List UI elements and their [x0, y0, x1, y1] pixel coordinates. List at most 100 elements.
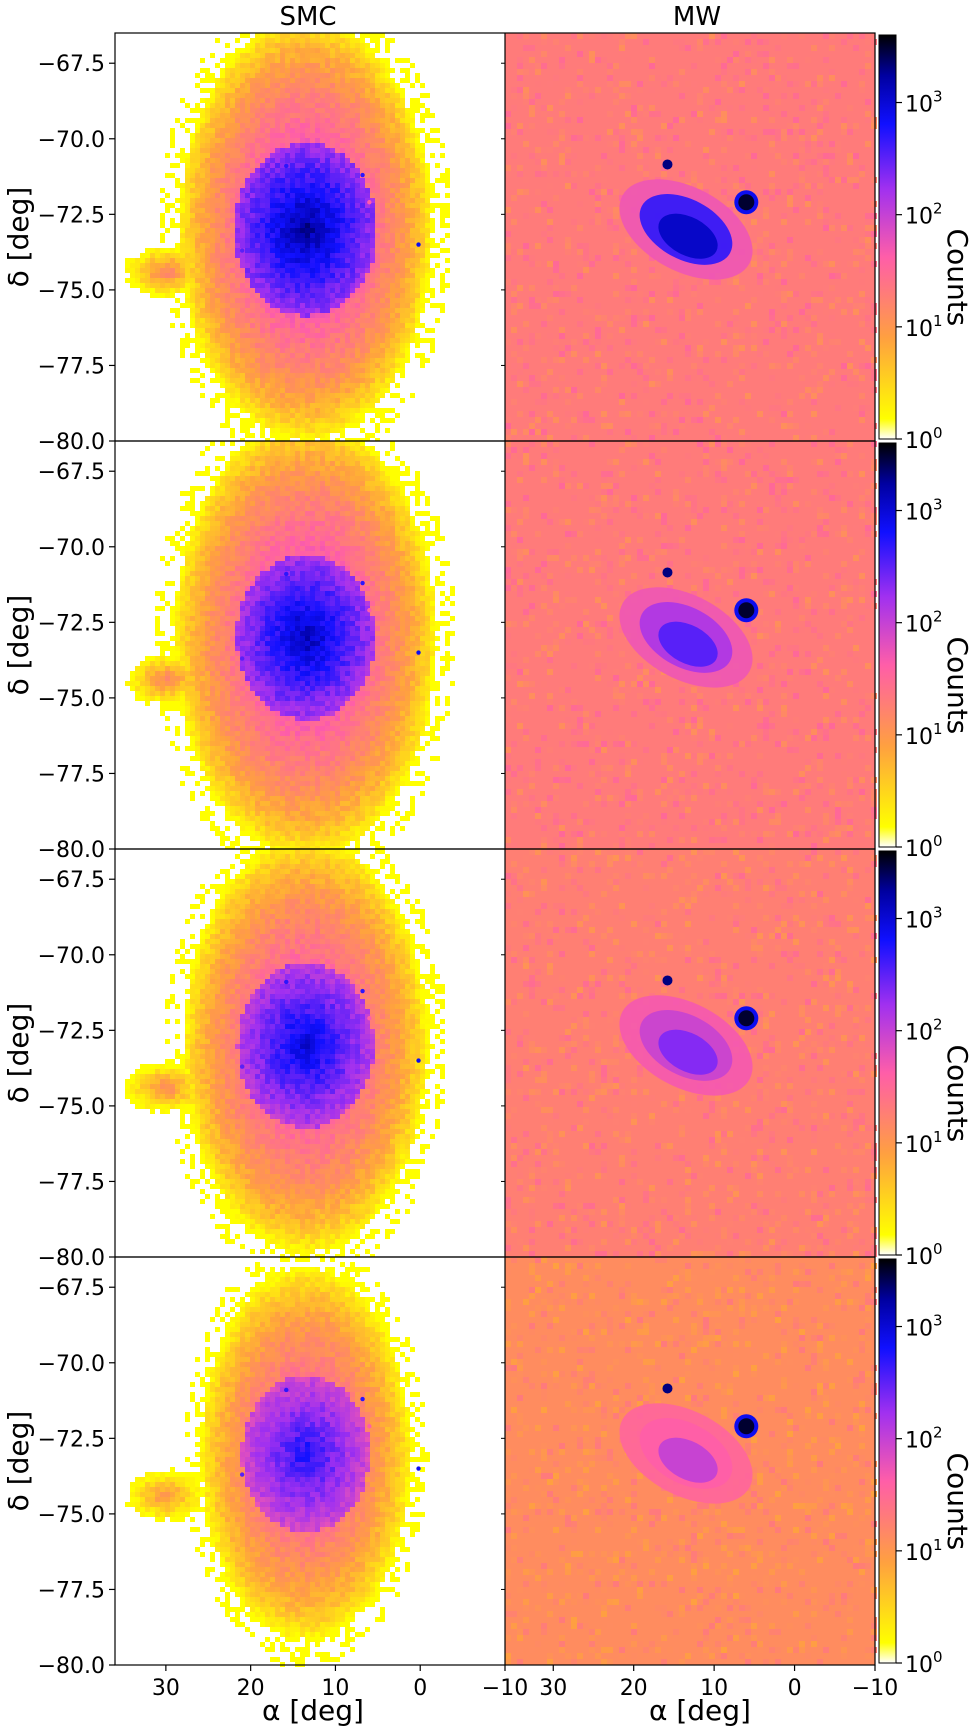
- point-source-marker: [360, 1396, 365, 1402]
- y-tick-label: −70.0: [38, 944, 105, 969]
- cluster-47tuc-core: [738, 602, 755, 619]
- y-tick-label: −80.0: [38, 838, 105, 863]
- colorbar-tick-label: 102: [905, 1424, 943, 1454]
- y-tick-label: −75.0: [38, 1503, 105, 1528]
- smc-density-panel: [115, 33, 505, 443]
- colorbar-tick-label: 100: [905, 832, 943, 862]
- point-source-marker: [239, 248, 245, 253]
- y-tick-label: −72.5: [38, 611, 105, 636]
- smc-contamination-blob: [619, 179, 753, 280]
- y-axis-label: δ [deg]: [2, 187, 35, 288]
- colorbar-tick-label: 102: [905, 1016, 943, 1046]
- colorbar-tick-label: 102: [905, 608, 943, 638]
- colorbar-tick-label: 103: [905, 1312, 943, 1342]
- x-tick-label: 10: [700, 1676, 728, 1701]
- column-title-smc: SMC: [279, 2, 336, 32]
- y-tick-label: −80.0: [38, 1654, 105, 1679]
- point-source-marker: [367, 200, 372, 205]
- cluster-47tuc-core: [738, 1418, 755, 1435]
- y-tick-label: −70.0: [38, 536, 105, 561]
- x-tick-label: 0: [788, 1676, 802, 1701]
- x-tick-label: 30: [152, 1676, 180, 1701]
- point-source-marker: [284, 1387, 289, 1393]
- point-source-marker: [416, 1058, 421, 1063]
- point-source-marker: [416, 650, 421, 655]
- colorbar: [878, 1258, 897, 1664]
- colorbar-tick-label: 101: [905, 1536, 943, 1566]
- point-source-marker: [284, 979, 289, 985]
- colorbar-tick-label: 100: [905, 1648, 943, 1678]
- colorbar-tick-label: 100: [905, 424, 943, 454]
- y-tick-label: −67.5: [38, 52, 105, 77]
- cluster-ngc362: [662, 567, 673, 578]
- y-tick-label: −77.5: [38, 762, 105, 787]
- point-source-marker: [239, 1472, 245, 1477]
- point-source-marker: [284, 163, 289, 169]
- y-tick-label: −75.0: [38, 687, 105, 712]
- colorbar-tick-label: 103: [905, 496, 943, 526]
- colorbar-label: Counts: [941, 637, 974, 735]
- colorbar-tick-label: 101: [905, 312, 943, 342]
- colorbar: [878, 34, 897, 440]
- cluster-ngc362: [662, 1383, 673, 1394]
- smc-contamination-blob: [619, 587, 753, 688]
- x-axis-label-smc: α [deg]: [262, 1694, 364, 1727]
- cluster-ngc362: [662, 159, 673, 170]
- point-source-marker: [239, 1064, 245, 1069]
- smc-density-panel: [115, 1257, 505, 1667]
- axes-decorations: −67.5 −70.0 −72.5 −75.0 −77.5 −80.0 δ [deg] −67…: [2, 32, 898, 1701]
- y-axis-label: δ [deg]: [2, 1003, 35, 1104]
- mw-density-panel: [505, 33, 877, 441]
- point-source-marker: [360, 988, 365, 994]
- x-tick-label: 10: [321, 1676, 349, 1701]
- cluster-47tuc-core: [738, 194, 755, 211]
- x-tick-label: 30: [539, 1676, 567, 1701]
- y-tick-label: −77.5: [38, 1170, 105, 1195]
- smc-contamination-blob: [619, 995, 753, 1096]
- point-source-marker: [367, 1016, 372, 1021]
- x-tick-label: 20: [620, 1676, 648, 1701]
- colorbar-label: Counts: [941, 1453, 974, 1551]
- y-tick-label: −80.0: [38, 1246, 105, 1271]
- smc-density-panel: [115, 849, 505, 1259]
- colorbar-tick-label: 101: [905, 1128, 943, 1158]
- smc-density-panel: [115, 441, 505, 851]
- mw-density-panel: [505, 1257, 877, 1665]
- point-source-marker: [367, 1424, 372, 1429]
- y-tick-label: −70.0: [38, 128, 105, 153]
- y-tick-label: −70.0: [38, 1352, 105, 1377]
- y-tick-label: −77.5: [38, 1578, 105, 1603]
- y-axis-label: δ [deg]: [2, 1411, 35, 1512]
- colorbar-tick-label: 102: [905, 200, 943, 230]
- cluster-47tuc-core: [738, 1010, 755, 1027]
- column-title-mw: MW: [673, 2, 721, 32]
- cluster-ngc362: [662, 975, 673, 986]
- x-tick-label: −10: [482, 1676, 528, 1701]
- y-tick-label: −67.5: [38, 460, 105, 485]
- panel-grid: [115, 33, 877, 1667]
- colorbar: [878, 442, 897, 848]
- y-tick-label: −72.5: [38, 203, 105, 228]
- point-source-marker: [239, 656, 245, 661]
- colorbar-tick-label: 103: [905, 88, 943, 118]
- colorbar-tick-label: 103: [905, 904, 943, 934]
- colorbars: 100 101 102 103 Counts 100 101 102 103 Counts 100 1…: [878, 34, 974, 1678]
- colorbar-label: Counts: [941, 1045, 974, 1143]
- panel-frame: [114, 1256, 876, 1666]
- colorbar-tick-label: 101: [905, 720, 943, 750]
- y-tick-label: −80.0: [38, 430, 105, 455]
- y-tick-label: −72.5: [38, 1019, 105, 1044]
- y-tick-label: −67.5: [38, 1276, 105, 1301]
- colorbar-label: Counts: [941, 229, 974, 327]
- point-source-marker: [284, 571, 289, 577]
- smc-contamination-blob: [619, 1403, 753, 1504]
- point-source-marker: [416, 1466, 421, 1471]
- y-tick-label: −75.0: [38, 279, 105, 304]
- point-source-marker: [367, 608, 372, 613]
- x-tick-label: 0: [413, 1676, 427, 1701]
- point-source-marker: [416, 242, 421, 247]
- mw-density-panel: [505, 849, 877, 1257]
- colorbar-tick-label: 100: [905, 1240, 943, 1270]
- y-tick-label: −67.5: [38, 868, 105, 893]
